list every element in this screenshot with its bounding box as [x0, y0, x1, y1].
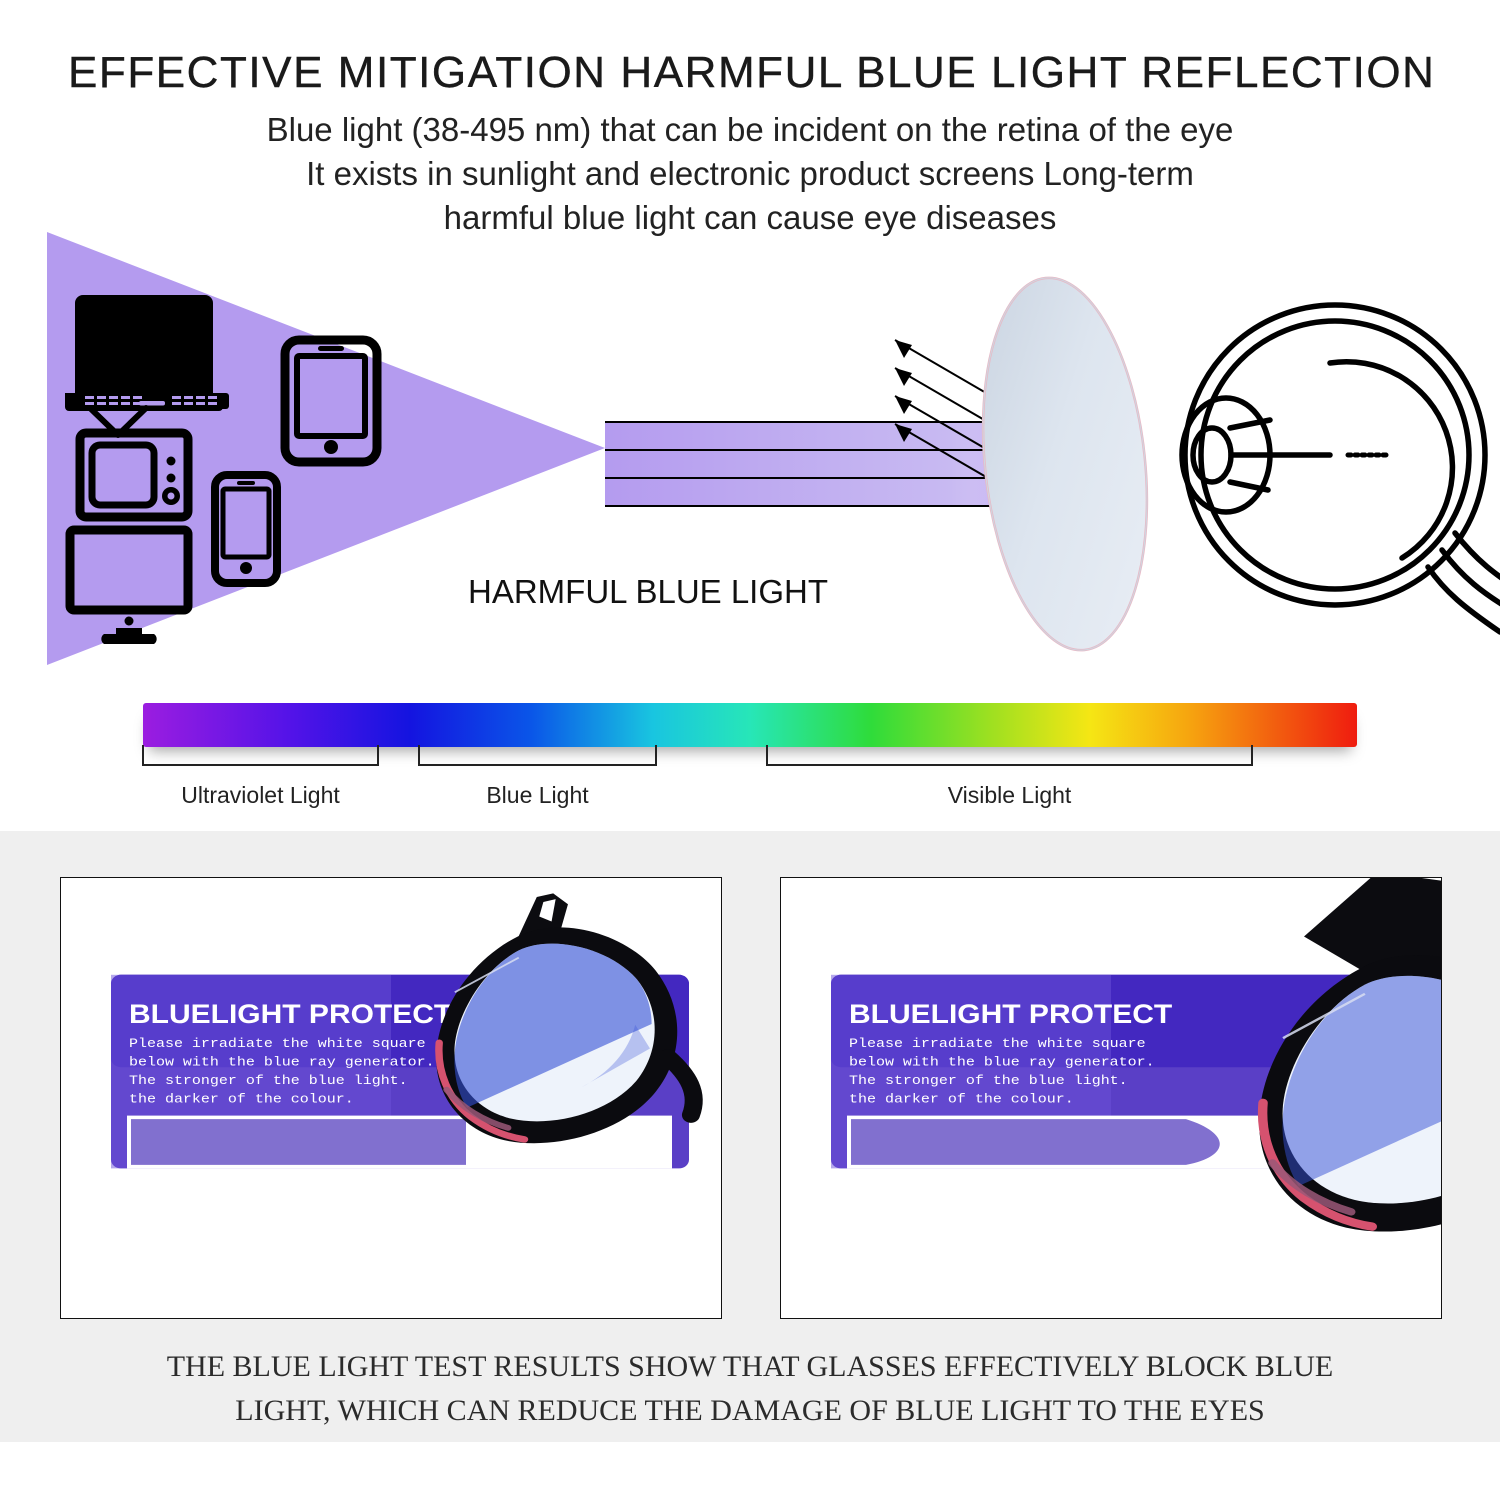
svg-text:The stronger of the blue light: The stronger of the blue light. [129, 1074, 408, 1089]
svg-text:below with the blue ray genera: below with the blue ray generator. [129, 1055, 435, 1070]
svg-text:The stronger of the blue light: The stronger of the blue light. [849, 1074, 1128, 1089]
svg-text:BLUELIGHT PROTECT: BLUELIGHT PROTECT [849, 999, 1172, 1029]
svg-text:Please irradiate the white squ: Please irradiate the white square [849, 1037, 1146, 1052]
svg-text:below with the blue ray genera: below with the blue ray generator. [849, 1055, 1155, 1070]
svg-text:Please irradiate the white squ: Please irradiate the white square [129, 1037, 426, 1052]
svg-text:BLUELIGHT PROTECT: BLUELIGHT PROTECT [129, 999, 452, 1029]
svg-text:the darker of the colour.: the darker of the colour. [849, 1092, 1074, 1107]
svg-text:the darker of the colour.: the darker of the colour. [129, 1092, 354, 1107]
